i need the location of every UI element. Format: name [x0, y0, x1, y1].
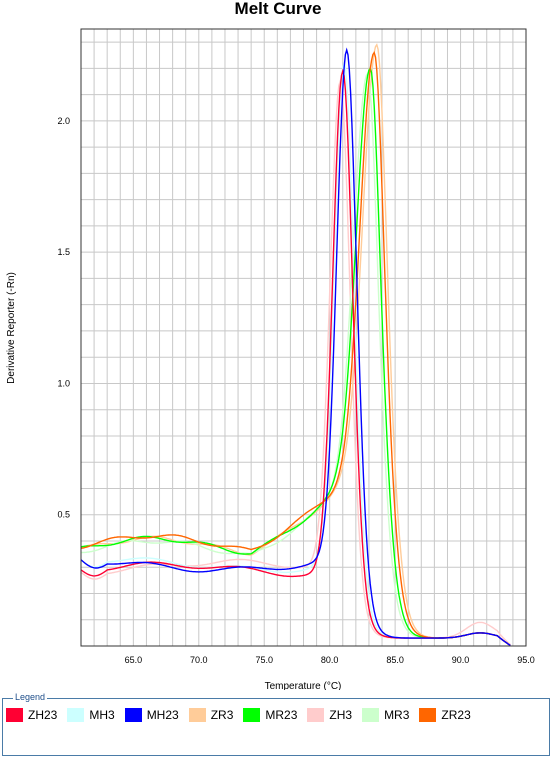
y-tick-label: 2.0: [57, 116, 70, 126]
legend-swatch: [362, 708, 380, 722]
x-tick-label: 85.0: [386, 655, 404, 665]
legend-item-zr3: ZR3: [188, 708, 234, 722]
series-line-mh23: [80, 47, 511, 647]
legend-item-mh23: MH23: [124, 708, 179, 722]
y-axis-label: Derivative Reporter (-Rn): [6, 272, 17, 384]
x-tick-label: 80.0: [321, 655, 339, 665]
series-lines: [80, 43, 511, 647]
x-axis-label: Temperature (°C): [265, 681, 342, 690]
legend-swatch: [67, 708, 85, 722]
x-tick-label: 75.0: [255, 655, 273, 665]
chart-title: Melt Curve: [235, 0, 322, 18]
legend-label: ZH23: [28, 708, 58, 722]
legend-swatch: [419, 708, 437, 722]
legend-item-mr3: MR3: [362, 708, 409, 722]
y-tick-label: 0.5: [57, 510, 70, 520]
legend-swatch: [6, 708, 23, 722]
y-tick-label: 1.0: [57, 378, 70, 388]
legend-label: ZH3: [329, 708, 353, 722]
legend-label: ZR3: [210, 708, 234, 722]
x-tick-label: 65.0: [125, 655, 143, 665]
plot-frame: [80, 28, 527, 647]
legend-item-zr23: ZR23: [419, 708, 471, 722]
legend-items: ZH23 MH3 MH23 ZR3 MR23 ZH3 MR3 ZR23: [6, 708, 481, 722]
legend-label: MR3: [384, 708, 410, 722]
legend-label: ZR23: [441, 708, 471, 722]
y-axis-ticks: 0.5 1.0 1.5 2.0: [57, 116, 70, 520]
x-tick-label: 95.0: [517, 655, 535, 665]
legend-item-zh3: ZH3: [307, 708, 352, 722]
y-tick-label: 1.5: [57, 247, 70, 257]
legend-label: MH3: [89, 708, 115, 722]
legend-swatch: [243, 708, 261, 722]
legend-item-zh23: ZH23: [6, 708, 57, 722]
legend-swatch: [307, 708, 325, 722]
x-axis-ticks: 65.0 70.0 75.0 80.0 85.0 90.0 95.0: [125, 655, 535, 665]
legend-swatch: [188, 708, 206, 722]
legend-item-mr23: MR23: [243, 708, 297, 722]
melt-curve-chart: Melt Curve 65.0 70.0 75.0 80.0 85.0 90.0 95.0 …: [6, 0, 535, 690]
legend-label: MR23: [265, 708, 298, 722]
x-tick-label: 70.0: [190, 655, 208, 665]
legend-title: Legend: [13, 692, 48, 702]
legend-item-mh3: MH3: [67, 708, 115, 722]
legend-swatch: [124, 708, 142, 722]
x-tick-label: 90.0: [452, 655, 470, 665]
legend: Legend ZH23 MH3 MH23 ZR3 MR23 ZH3 MR3 ZR23: [2, 692, 550, 756]
legend-label: MH23: [146, 708, 179, 722]
